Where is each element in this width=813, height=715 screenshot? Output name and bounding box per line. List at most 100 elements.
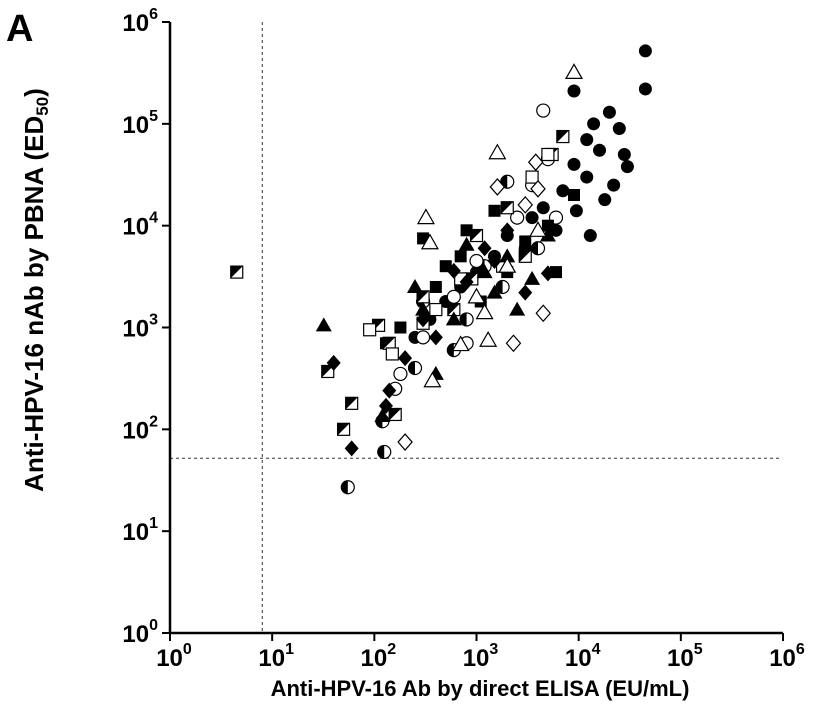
open-diamond-point xyxy=(530,179,546,198)
filled-circle-point xyxy=(536,201,550,215)
y-tick-label: 101 xyxy=(122,515,158,546)
open-circle-point xyxy=(536,103,551,118)
filled-triangle-point xyxy=(539,227,556,242)
filled-diamond-point xyxy=(326,354,341,371)
filled-square-point xyxy=(541,219,554,232)
filled-square-point xyxy=(460,224,473,237)
filled-diamond-point xyxy=(416,311,431,328)
filled-diamond-point xyxy=(378,397,393,414)
tick-marks: 100 101 102 103 104 105 106 100 101 102 103 104 105 1… xyxy=(122,6,805,672)
filled-diamond-point xyxy=(382,382,397,399)
y-axis-label-main: Anti-HPV-16 nAb by PBNA (ED xyxy=(19,115,49,492)
open-circle-point xyxy=(446,289,461,304)
open-triangle-point xyxy=(467,287,486,304)
filled-triangle-point xyxy=(458,236,475,251)
open-triangle-point xyxy=(423,371,442,388)
x-tick-label: 105 xyxy=(667,641,703,672)
half-filled-circle-point xyxy=(407,360,423,376)
filled-circle-point xyxy=(617,147,631,161)
open-circle-point xyxy=(510,210,525,225)
x-tick-label: 106 xyxy=(769,641,805,672)
x-tick-label: 103 xyxy=(463,641,499,672)
filled-square-point xyxy=(429,280,442,293)
open-diamond-point xyxy=(397,433,413,451)
half-filled-square-point xyxy=(469,228,484,243)
half-filled-circle-point xyxy=(340,480,355,495)
filled-circle-point xyxy=(567,84,581,98)
filled-circle-point xyxy=(525,211,539,225)
y-axis-label-suffix: ) xyxy=(19,88,49,97)
y-tick-label: 105 xyxy=(122,108,158,139)
half-filled-square-point xyxy=(321,364,335,379)
filled-triangle-point xyxy=(315,317,332,332)
open-triangle-point xyxy=(479,331,498,347)
y-axis-label-subscript: 50 xyxy=(33,96,52,116)
filled-triangle-point xyxy=(415,301,432,316)
half-filled-square-point xyxy=(388,407,402,422)
open-diamond-point xyxy=(535,304,552,323)
filled-circle-point xyxy=(638,44,652,58)
filled-diamond-point xyxy=(446,262,461,279)
open-triangle-point xyxy=(451,335,470,352)
filled-circle-point xyxy=(567,157,581,171)
half-filled-square-point xyxy=(500,201,514,215)
open-square-point xyxy=(541,147,555,162)
cutoff-lines xyxy=(170,22,781,633)
x-tick-label: 102 xyxy=(361,641,397,672)
filled-diamond-point xyxy=(428,329,443,346)
filled-circle-point xyxy=(580,133,594,147)
filled-circle-point xyxy=(583,229,597,243)
half-filled-square-point xyxy=(345,396,359,410)
open-triangle-point xyxy=(475,303,494,320)
y-tick-label: 100 xyxy=(122,617,158,648)
x-tick-label: 104 xyxy=(565,641,601,672)
filled-square-point xyxy=(394,321,407,334)
half-filled-circle-point xyxy=(495,279,510,295)
open-triangle-point xyxy=(528,221,548,237)
x-axis-label: Anti-HPV-16 Ab by direct ELISA (EU/mL) xyxy=(270,676,690,701)
filled-circle-point xyxy=(556,184,570,198)
filled-square-point xyxy=(567,189,580,202)
open-square-point xyxy=(525,170,539,184)
filled-triangle-point xyxy=(509,301,526,316)
filled-triangle-point xyxy=(499,248,516,263)
x-tick-label: 101 xyxy=(258,641,294,672)
open-triangle-point xyxy=(564,63,584,79)
filled-diamond-point xyxy=(344,440,359,457)
filled-square-point xyxy=(519,235,532,248)
open-triangle-point xyxy=(488,143,507,160)
x-tick-label: 100 xyxy=(156,641,192,672)
filled-triangle-point xyxy=(476,264,493,279)
filled-circle-point xyxy=(593,143,607,157)
panel-label: A xyxy=(6,8,34,50)
half-filled-square-point xyxy=(556,129,570,144)
half-filled-square-point xyxy=(518,249,532,263)
half-filled-square-point xyxy=(447,302,461,317)
open-diamond-point xyxy=(527,153,544,172)
y-tick-label: 106 xyxy=(122,6,158,37)
filled-diamond-point xyxy=(540,265,555,282)
open-triangle-point xyxy=(420,233,439,250)
open-diamond-point xyxy=(505,334,522,353)
open-circle-point xyxy=(415,330,431,345)
filled-triangle-point xyxy=(406,278,423,293)
axes xyxy=(168,22,783,635)
filled-triangle-point xyxy=(524,270,541,285)
filled-circle-point xyxy=(580,170,594,184)
filled-square-point xyxy=(454,250,467,263)
open-diamond-point xyxy=(517,195,534,214)
y-tick-label: 103 xyxy=(122,312,158,343)
half-filled-circle-point xyxy=(377,444,392,460)
open-triangle-point xyxy=(498,256,517,273)
open-square-point xyxy=(363,323,377,337)
filled-diamond-point xyxy=(398,350,413,367)
filled-circle-point xyxy=(638,82,652,96)
open-triangle-point xyxy=(416,208,435,225)
filled-triangle-point xyxy=(445,311,462,326)
y-tick-label: 102 xyxy=(122,413,158,444)
half-filled-circle-point xyxy=(459,312,474,327)
filled-diamond-point xyxy=(487,252,502,269)
filled-diamond-point xyxy=(459,273,474,290)
filled-circle-point xyxy=(569,204,583,218)
